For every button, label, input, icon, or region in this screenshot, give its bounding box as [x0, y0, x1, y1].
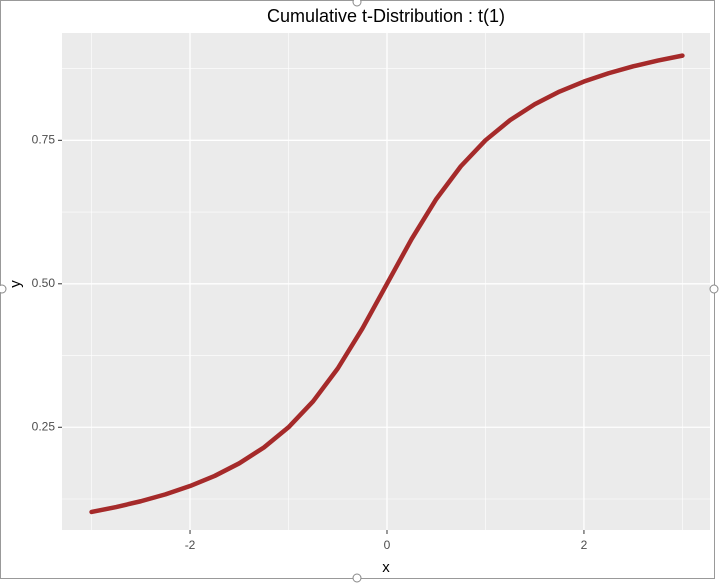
y-tick-label: 0.25 [32, 419, 56, 433]
y-axis-title: y [7, 280, 24, 288]
x-tick-label: 2 [581, 538, 588, 552]
handle [709, 284, 719, 294]
x-tick-label: -2 [185, 538, 196, 552]
handle [0, 284, 7, 294]
line [89, 53, 685, 515]
x-axis-title: x [382, 559, 390, 576]
handle [352, 0, 362, 7]
y-tick-label: 0.50 [32, 276, 56, 290]
handle [352, 573, 362, 583]
chart-title: Cumulative t-Distribution : t(1) [267, 6, 505, 26]
y-tick-label: 0.75 [32, 132, 56, 146]
x-tick-label: 0 [384, 538, 391, 552]
